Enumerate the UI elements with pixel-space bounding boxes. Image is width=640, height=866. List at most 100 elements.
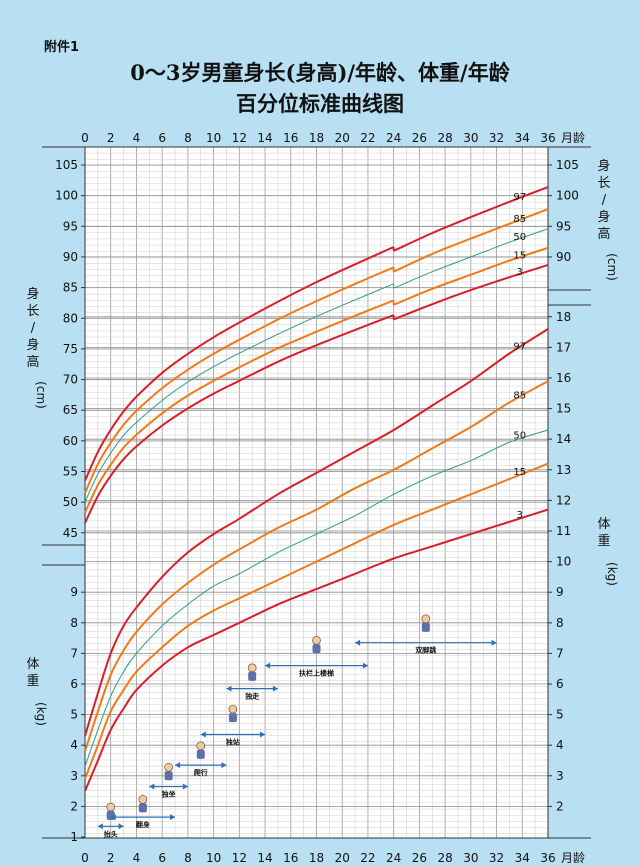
- weight-percentile-label: 50: [513, 430, 526, 441]
- weight-percentile-label: 15: [513, 467, 526, 478]
- height-tick-label-right: 95: [556, 219, 571, 233]
- weight-tick-label-right: 9: [556, 585, 564, 599]
- milestone-arrow-right: [182, 783, 188, 790]
- x-tick-label-bottom: 28: [437, 851, 452, 865]
- height-axis-label-left-char: /: [31, 321, 36, 336]
- chart-title-line2: 百分位标准曲线图: [236, 91, 404, 116]
- child-figure-head: [228, 704, 238, 714]
- x-tick-label-bottom: 4: [133, 851, 141, 865]
- weight-tick-label-left: 7: [70, 646, 78, 660]
- milestone-label: 独站: [225, 737, 240, 746]
- milestone: 独走: [226, 663, 278, 701]
- milestone-label: 独坐: [161, 790, 176, 799]
- milestone-label: 翻身: [136, 820, 150, 829]
- x-tick-label-bottom: 6: [158, 851, 166, 865]
- height-tick-label-left: 90: [63, 250, 78, 264]
- x-tick-label-top: 2: [107, 131, 115, 145]
- child-figure-body: [248, 671, 257, 681]
- weight-curve-p3: [84, 508, 549, 792]
- x-tick-label-bottom: 10: [206, 851, 221, 865]
- height-axis-label-left-unit: (cm): [34, 381, 48, 409]
- weight-tick-label-right: 11: [556, 524, 571, 538]
- weight-curve-p97: [84, 328, 549, 737]
- milestone-arrow-right: [362, 662, 368, 669]
- weight-tick-label-right: 16: [556, 371, 571, 385]
- height-tick-label-left: 45: [63, 526, 78, 540]
- height-percentile-label: 50: [513, 232, 526, 243]
- x-tick-label-top: 28: [437, 131, 452, 145]
- x-tick-label-top: 24: [386, 131, 401, 145]
- height-tick-label-right: 105: [556, 158, 579, 172]
- height-percentile-label: 3: [517, 267, 523, 278]
- x-tick-label-bottom: 14: [257, 851, 272, 865]
- height-axis-frame-left: [42, 146, 86, 546]
- child-figure-body: [196, 749, 205, 759]
- height-axis-label-left-char: 高: [26, 354, 39, 370]
- height-curve-p3: [84, 314, 394, 524]
- weight-tick-label-right: 14: [556, 432, 571, 446]
- child-figure-body: [421, 622, 430, 632]
- weight-tick-label-left: 9: [70, 585, 78, 599]
- x-tick-label-top: 18: [309, 131, 324, 145]
- weight-tick-label-right: 5: [556, 708, 564, 722]
- x-tick-label-top: 36: [540, 131, 555, 145]
- weight-tick-label-left: 2: [70, 799, 78, 813]
- milestone: 扶栏上楼梯: [265, 635, 368, 678]
- milestone-arrow-left: [110, 814, 116, 821]
- height-curve-p50: [84, 283, 394, 503]
- height-axis-label-right-char: 长: [597, 176, 610, 191]
- x-tick-label-top: 30: [463, 131, 478, 145]
- x-tick-label-top: 6: [158, 131, 166, 145]
- x-tick-label-bottom: 12: [232, 851, 247, 865]
- height-tick-label-left: 80: [63, 311, 78, 325]
- height-curve-p3-after24: [393, 263, 549, 321]
- height-axis-label-left-char: 身: [26, 337, 39, 353]
- height-percentile-label: 15: [513, 251, 526, 262]
- milestone-arrow-right: [170, 814, 176, 821]
- weight-tick-label-left: 4: [70, 738, 78, 752]
- weight-axis-label-right-char: 体: [597, 517, 610, 532]
- milestone-arrow-right: [491, 639, 497, 646]
- x-tick-label-top: 32: [489, 131, 504, 145]
- height-axis-label-right-char: 高: [597, 226, 610, 242]
- weight-tick-label-left: 8: [70, 616, 78, 630]
- height-axis-label-right-char: /: [602, 193, 607, 208]
- x-tick-label-top: 34: [515, 131, 530, 145]
- x-tick-label-top: 16: [283, 131, 298, 145]
- chart-title-line1: 0～3岁男童身长(身高)/年龄、体重/年龄: [130, 60, 510, 85]
- height-tick-label-left: 105: [55, 158, 78, 172]
- x-tick-label-bottom: 16: [283, 851, 298, 865]
- milestone: 翻身: [110, 795, 176, 829]
- weight-axis-label-right-unit: (kg): [605, 562, 619, 586]
- height-percentile-label: 85: [513, 214, 526, 225]
- x-tick-label-bottom: 8: [184, 851, 192, 865]
- milestone-arrow-right: [260, 731, 266, 738]
- height-tick-label-left: 75: [63, 342, 78, 356]
- weight-curve-p85: [84, 380, 549, 752]
- x-tick-label-top: 12: [232, 131, 247, 145]
- height-curve-p15: [84, 299, 394, 514]
- height-axis-label-right-unit: (cm): [605, 253, 619, 281]
- height-tick-label-left: 70: [63, 373, 78, 387]
- x-tick-label-bottom: 36: [540, 851, 555, 865]
- height-axis-label-left-char: 长: [26, 304, 39, 319]
- milestone: 双脚跳: [355, 614, 497, 655]
- milestone-arrow-left: [175, 762, 181, 769]
- height-curve-p15-after24: [393, 246, 549, 306]
- x-tick-label-bottom: 26: [412, 851, 427, 865]
- weight-tick-label-left: 6: [70, 677, 78, 691]
- child-figure-head: [421, 614, 431, 624]
- milestone-arrow-right: [118, 823, 124, 830]
- height-curve-p85: [84, 266, 394, 494]
- weight-tick-label-right: 12: [556, 493, 571, 507]
- height-tick-label-right: 100: [556, 189, 579, 203]
- x-tick-label-bottom: 18: [309, 851, 324, 865]
- milestone: 爬行: [175, 741, 227, 777]
- milestone-arrow-left: [226, 685, 232, 692]
- height-tick-label-left: 85: [63, 281, 78, 295]
- weight-tick-label-right: 2: [556, 799, 564, 813]
- milestone-arrow-right: [221, 762, 227, 769]
- height-tick-label-left: 100: [55, 189, 78, 203]
- milestone: 独站: [200, 704, 266, 746]
- x-tick-label-top: 26: [412, 131, 427, 145]
